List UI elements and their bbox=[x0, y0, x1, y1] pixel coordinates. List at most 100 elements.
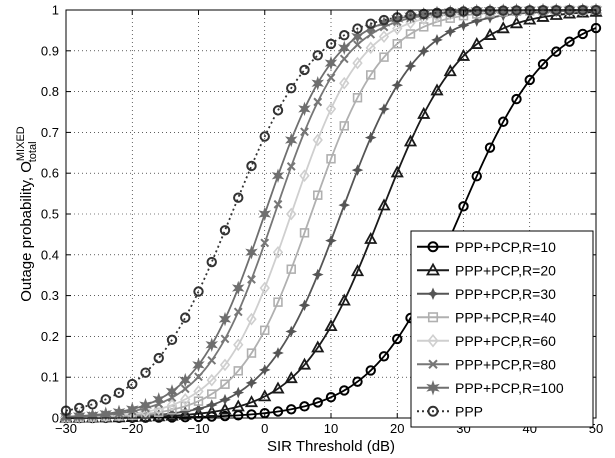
data-point bbox=[286, 404, 297, 415]
x-tick-label: 20 bbox=[390, 421, 404, 436]
data-point bbox=[246, 348, 257, 358]
data-point bbox=[443, 64, 457, 77]
data-point bbox=[378, 351, 390, 362]
data-point bbox=[417, 106, 431, 119]
data-point bbox=[271, 381, 285, 394]
data-point bbox=[246, 312, 257, 326]
data-point bbox=[392, 333, 403, 345]
y-axis-label: Outage probability, OMIXEDtotal bbox=[15, 126, 39, 302]
data-point bbox=[300, 127, 309, 137]
data-point bbox=[427, 405, 439, 417]
legend-label: PPP+PCP,R=60 bbox=[455, 333, 556, 349]
data-point bbox=[426, 379, 440, 396]
data-point bbox=[166, 398, 178, 412]
legend-label: PPP+PCP,R=100 bbox=[455, 380, 564, 396]
legend-entry: PPP+PCP,R=30 bbox=[417, 286, 556, 302]
data-point bbox=[417, 6, 431, 22]
data-point bbox=[205, 404, 219, 417]
y-tick-label: 0.4 bbox=[41, 247, 59, 262]
x-axis-label: SIR Threshold (dB) bbox=[267, 438, 395, 455]
data-point bbox=[180, 384, 190, 394]
data-point bbox=[299, 64, 310, 76]
data-point bbox=[246, 409, 257, 420]
data-point bbox=[220, 379, 230, 389]
data-point bbox=[365, 41, 376, 55]
y-tick-label: 0.8 bbox=[41, 84, 59, 99]
data-point bbox=[166, 334, 178, 346]
data-point bbox=[458, 201, 469, 212]
data-point bbox=[286, 82, 297, 94]
data-point bbox=[271, 168, 285, 183]
data-point bbox=[404, 60, 417, 72]
data-point bbox=[431, 34, 443, 46]
y-tick-label: 0.3 bbox=[41, 288, 59, 303]
x-tick-label: 10 bbox=[324, 421, 338, 436]
data-point bbox=[564, 36, 575, 47]
data-point bbox=[312, 50, 323, 61]
data-point bbox=[180, 312, 191, 323]
data-point bbox=[193, 385, 204, 398]
data-point bbox=[207, 389, 217, 399]
data-point bbox=[178, 407, 192, 420]
data-point bbox=[324, 319, 338, 332]
data-point bbox=[577, 28, 588, 40]
data-point bbox=[311, 340, 325, 353]
data-point bbox=[284, 371, 298, 384]
data-point bbox=[87, 399, 98, 410]
data-point bbox=[498, 116, 509, 127]
data-point bbox=[311, 75, 325, 91]
data-point bbox=[205, 399, 218, 411]
data-point bbox=[233, 307, 243, 317]
data-point bbox=[427, 312, 439, 323]
data-point bbox=[139, 397, 152, 413]
data-point bbox=[272, 105, 284, 116]
data-point bbox=[484, 142, 496, 153]
data-point bbox=[99, 406, 113, 422]
data-point bbox=[152, 392, 166, 407]
data-point bbox=[74, 402, 85, 414]
data-point bbox=[352, 23, 363, 34]
legend-label: PPP+PCP,R=20 bbox=[455, 262, 556, 278]
data-point bbox=[339, 54, 349, 64]
data-point bbox=[86, 407, 99, 423]
data-point bbox=[365, 365, 376, 376]
data-point bbox=[259, 131, 270, 142]
y-label-main: Outage probability, O bbox=[18, 161, 35, 302]
data-point bbox=[326, 154, 336, 164]
data-point bbox=[231, 399, 245, 412]
data-point bbox=[113, 387, 125, 398]
data-point bbox=[260, 325, 270, 335]
data-point bbox=[378, 103, 390, 115]
y-tick-label: 0 bbox=[52, 411, 59, 426]
data-point bbox=[219, 358, 231, 372]
y-label-superscript: MIXED bbox=[15, 126, 27, 161]
data-point bbox=[379, 52, 389, 62]
data-point bbox=[471, 5, 482, 17]
data-point bbox=[206, 256, 217, 268]
data-point bbox=[178, 372, 192, 388]
data-point bbox=[350, 264, 365, 277]
legend-entry: PPP bbox=[417, 403, 483, 419]
legend-entry: PPP+PCP,R=10 bbox=[417, 239, 556, 255]
y-tick-label: 0.2 bbox=[41, 329, 59, 344]
legend-entry: PPP+PCP,R=80 bbox=[417, 356, 556, 372]
data-point bbox=[392, 22, 403, 35]
legend-box bbox=[410, 230, 594, 428]
data-point bbox=[193, 286, 204, 297]
data-point bbox=[351, 164, 364, 176]
data-point bbox=[470, 3, 484, 19]
data-point bbox=[259, 281, 270, 295]
data-point bbox=[405, 29, 416, 39]
data-point bbox=[325, 38, 337, 50]
data-point bbox=[391, 79, 404, 92]
data-point bbox=[284, 132, 298, 148]
data-point bbox=[219, 225, 231, 236]
data-point bbox=[352, 93, 363, 103]
data-point bbox=[273, 199, 283, 209]
data-point bbox=[551, 46, 562, 57]
data-point bbox=[524, 74, 535, 86]
data-point bbox=[245, 245, 258, 260]
legend-entry: PPP+PCP,R=100 bbox=[417, 380, 564, 396]
data-point bbox=[192, 357, 205, 373]
